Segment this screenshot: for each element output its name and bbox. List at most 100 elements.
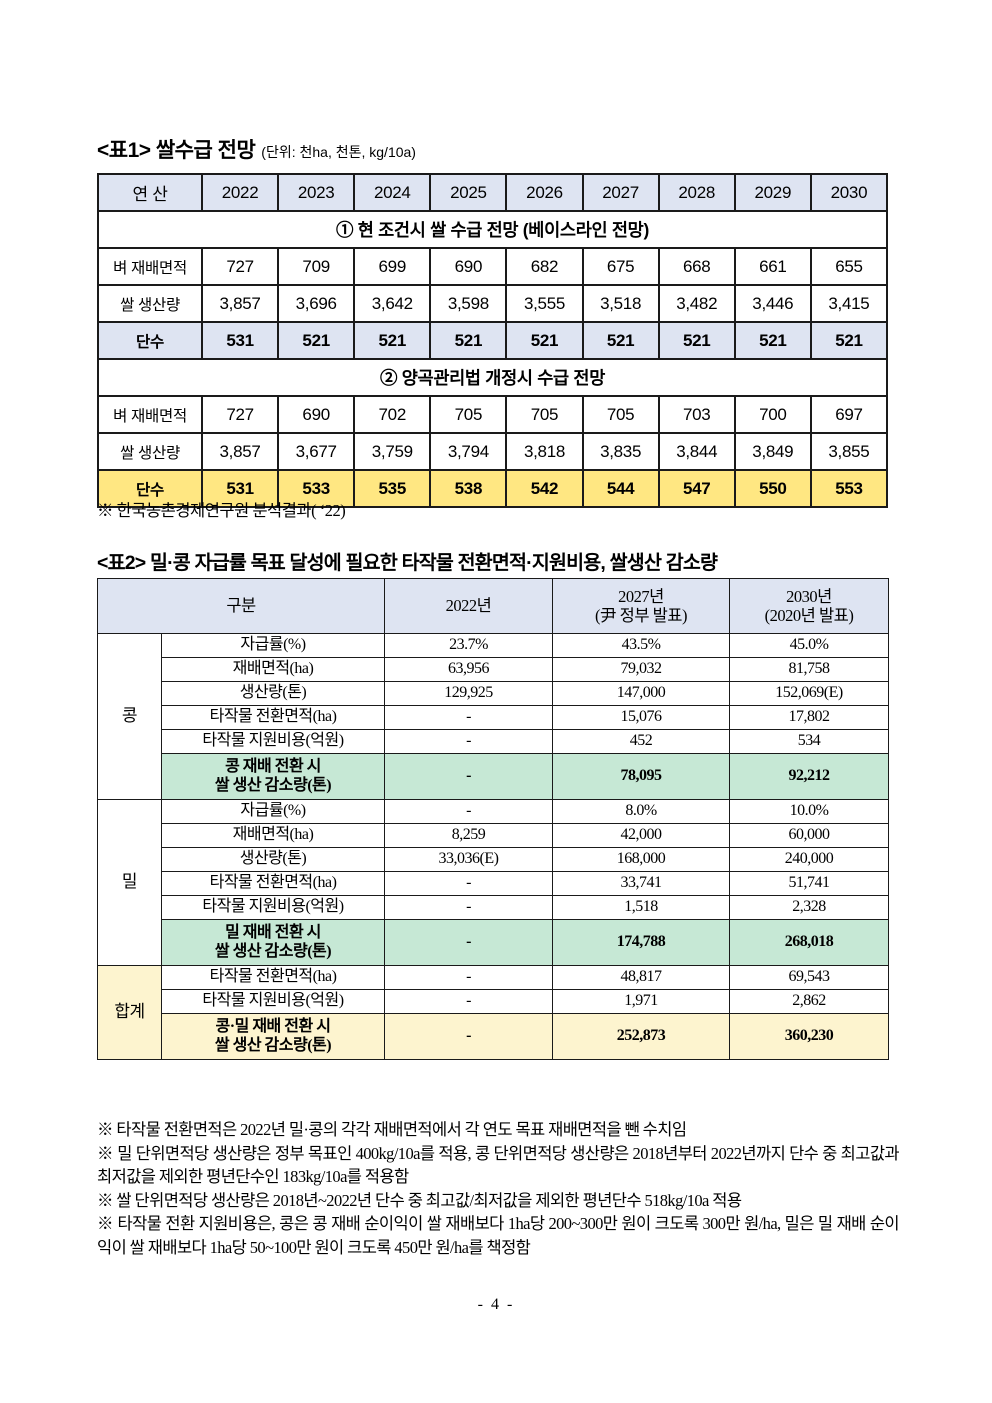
value-cell: 521 [353, 321, 432, 360]
value-cell: 268,018 [729, 919, 889, 966]
value-cell: 3,849 [733, 432, 812, 471]
value-cell: 675 [581, 247, 660, 286]
value-cell: 45.0% [729, 633, 889, 658]
footnote-line: ※ 밀 단위면적당 생산량은 정부 목표인 400kg/10a를 적용, 콩 단… [97, 1143, 900, 1187]
table-row: 타작물 지원비용(억원) -1,971 2,862 [98, 989, 889, 1014]
footnote-line: ※ 타작물 전환 지원비용은, 콩은 콩 재배 순이익이 쌀 재배보다 1ha당… [97, 1214, 900, 1257]
year-row-label-cell: 연 산 [97, 173, 203, 212]
table2: 구분 2022년 2027년 (尹 정부 발표) 2030년 (2020년 발표) 콩 자급률… [97, 578, 889, 1060]
value-cell: 550 [733, 469, 812, 508]
table-row: 쌀 생산량 3,857 3,696 3,642 3,598 3,555 3,518 3,482… [97, 284, 889, 323]
value-cell: 1,518 [552, 895, 730, 920]
value-cell: 81,758 [729, 657, 889, 682]
value-cell: 8,259 [384, 823, 553, 848]
value-cell: 534 [729, 729, 889, 754]
value-cell: 48,817 [552, 965, 730, 990]
section-title-cell: ① 현 조건시 쌀 수급 전망 (베이스라인 전망) [97, 210, 888, 249]
year-header-cell: 2028 [657, 173, 736, 212]
value-cell: 147,000 [552, 681, 730, 706]
year-header-cell: 2024 [353, 173, 432, 212]
year-header-cell: 2030 [809, 173, 889, 212]
value-cell: 538 [429, 469, 508, 508]
value-cell: 702 [353, 395, 432, 434]
table-row: 콩 자급률(%) 23.7% 43.5% 45.0% [97, 633, 889, 800]
row-label-cell: 타작물 지원비용(억원) [161, 989, 385, 1014]
value-cell: 521 [581, 321, 660, 360]
value-cell: 3,518 [581, 284, 660, 323]
row-label-cell: 타작물 지원비용(억원) [161, 895, 385, 920]
value-cell: 542 [505, 469, 584, 508]
value-cell: 360,230 [729, 1013, 889, 1060]
value-cell: 43.5% [552, 633, 730, 658]
value-cell: 547 [657, 469, 736, 508]
value-cell: - [384, 965, 553, 990]
table-row: 타작물 전환면적(ha) -15,076 17,802 [98, 705, 889, 730]
value-cell: 521 [505, 321, 584, 360]
row-label-cell: 자급률(%) [161, 633, 385, 658]
value-cell: 240,000 [729, 847, 889, 872]
value-cell: 521 [657, 321, 736, 360]
value-cell: 521 [809, 321, 889, 360]
value-cell: 3,677 [277, 432, 356, 471]
table-row: 생산량(톤) 33,036(E) 168,000 240,000 [98, 847, 889, 872]
crop-conversion-table: 구분 2022년 2027년 (尹 정부 발표) 2030년 (2020년 발표) 콩 자급률… [97, 578, 889, 1060]
section-title-cell: ② 양곡관리법 개정시 수급 전망 [97, 358, 888, 397]
column-header-cell: 2027년 (尹 정부 발표) [552, 578, 730, 634]
table-row: 타작물 지원비용(억원) -1,518 2,328 [98, 895, 889, 920]
footnote-line: ※ 쌀 단위면적당 생산량은 2018년~2022년 단수 중 최고값/최저값을… [97, 1190, 742, 1210]
value-cell: 521 [429, 321, 508, 360]
value-cell: 3,598 [429, 284, 508, 323]
row-label-cell: 자급률(%) [161, 799, 385, 824]
value-cell: 152,069(E) [729, 681, 889, 706]
value-cell: 690 [277, 395, 356, 434]
table-row: ① 현 조건시 쌀 수급 전망 (베이스라인 전망) [97, 210, 888, 249]
value-cell: 655 [809, 247, 889, 286]
value-cell: 174,788 [552, 919, 730, 966]
value-cell: 535 [353, 469, 432, 508]
value-cell: - [384, 895, 553, 920]
value-cell: 3,818 [505, 432, 584, 471]
value-cell: 92,212 [729, 753, 889, 800]
table1-title: <표1> 쌀수급 전망 (단위: 천ha, 천톤, kg/10a) [97, 134, 416, 164]
column-header-cell: 2022년 [384, 578, 553, 634]
value-cell: 553 [809, 469, 889, 508]
value-cell: 3,759 [353, 432, 432, 471]
value-cell: 17,802 [729, 705, 889, 730]
value-cell: 3,855 [809, 432, 889, 471]
page-number: - 4 - [477, 1296, 515, 1313]
table1-unit-label: (단위: 천ha, 천톤, kg/10a) [261, 144, 416, 160]
value-cell: 705 [429, 395, 508, 434]
year-header-cell: 2029 [733, 173, 812, 212]
row-label-cell: 벼 재배면적 [97, 395, 203, 434]
table2-title-text: <표2> 밀·콩 자급률 목표 달성에 필요한 타작물 전환면적·지원비용, 쌀… [97, 552, 718, 574]
value-cell: 531 [200, 469, 280, 508]
value-cell: 727 [200, 247, 280, 286]
row-label-cell: 생산량(톤) [161, 847, 385, 872]
value-cell: - [384, 919, 553, 966]
value-cell: - [384, 729, 553, 754]
value-cell: 705 [505, 395, 584, 434]
value-cell: 661 [733, 247, 812, 286]
row-label-cell: 재배면적(ha) [161, 823, 385, 848]
value-cell: 252,873 [552, 1013, 730, 1060]
table-row: ② 양곡관리법 개정시 수급 전망 [97, 358, 888, 397]
table-row: 타작물 전환면적(ha) -33,741 51,741 [98, 871, 889, 896]
group-label-cell: 합계 [97, 965, 162, 1060]
row-label-cell: 타작물 전환면적(ha) [161, 965, 385, 990]
value-cell: 60,000 [729, 823, 889, 848]
row-label-cell: 생산량(톤) [161, 681, 385, 706]
table-row: 재배면적(ha) 8,259 42,000 60,000 [98, 823, 889, 848]
table-row: 밀 자급률(%) -8.0% 10.0% [97, 799, 889, 966]
value-cell: 3,844 [657, 432, 736, 471]
table-row: 단수 531 521 521 521 521 521 521 521 521 [97, 321, 889, 360]
year-header-cell: 2025 [429, 173, 508, 212]
value-cell: 544 [581, 469, 660, 508]
table2-footnotes: ※ 타작물 전환면적은 2022년 밀·콩의 각각 재배면적에서 각 연도 목표… [97, 1118, 900, 1259]
value-cell: 3,446 [733, 284, 812, 323]
value-cell: - [384, 753, 553, 800]
table-row: 생산량(톤) 129,925 147,000 152,069(E) [98, 681, 889, 706]
